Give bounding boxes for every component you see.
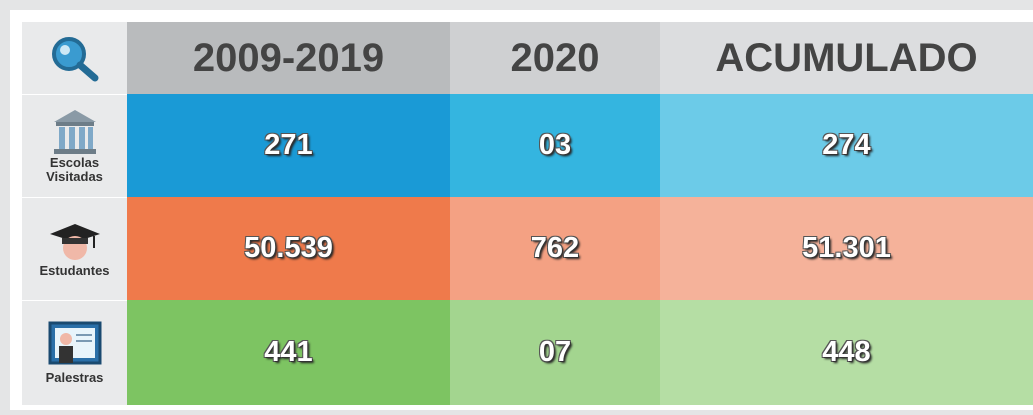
row-icon: [48, 321, 101, 365]
search-icon: [51, 37, 98, 82]
value-cell: 51.301: [660, 197, 1033, 300]
column-header: ACUMULADO: [660, 22, 1033, 94]
column-header: 2020: [450, 22, 660, 94]
value-cell: 441: [127, 300, 450, 405]
column-header: 2009-2019: [127, 22, 450, 94]
row-icon: [53, 110, 96, 154]
value-cell: 07: [450, 300, 660, 405]
row-label-line: Visitadas: [46, 169, 103, 184]
row-label: Palestras: [46, 371, 104, 385]
value-cell: 03: [450, 94, 660, 197]
row-icon-cell: Palestras: [22, 300, 127, 405]
search-icon-cell: [22, 22, 127, 94]
value-cell: 271: [127, 94, 450, 197]
value-cell: 274: [660, 94, 1033, 197]
row-label-line: Palestras: [45, 370, 104, 385]
row-label-line: Estudantes: [39, 263, 110, 278]
value-cell: 448: [660, 300, 1033, 405]
row-icon: [49, 224, 100, 260]
row-icon-cell: Estudantes: [22, 197, 127, 300]
row-icon-cell: Escolas Visitadas: [22, 94, 127, 197]
row-label: Escolas Visitadas: [46, 156, 103, 184]
value-cell: 50.539: [127, 197, 450, 300]
row-label-line: Escolas: [49, 155, 100, 170]
row-label: Estudantes: [39, 264, 109, 278]
value-cell: 762: [450, 197, 660, 300]
table: 2009-2019 2020 ACUMULADO Escolas Visitadas 27…: [22, 22, 1033, 405]
